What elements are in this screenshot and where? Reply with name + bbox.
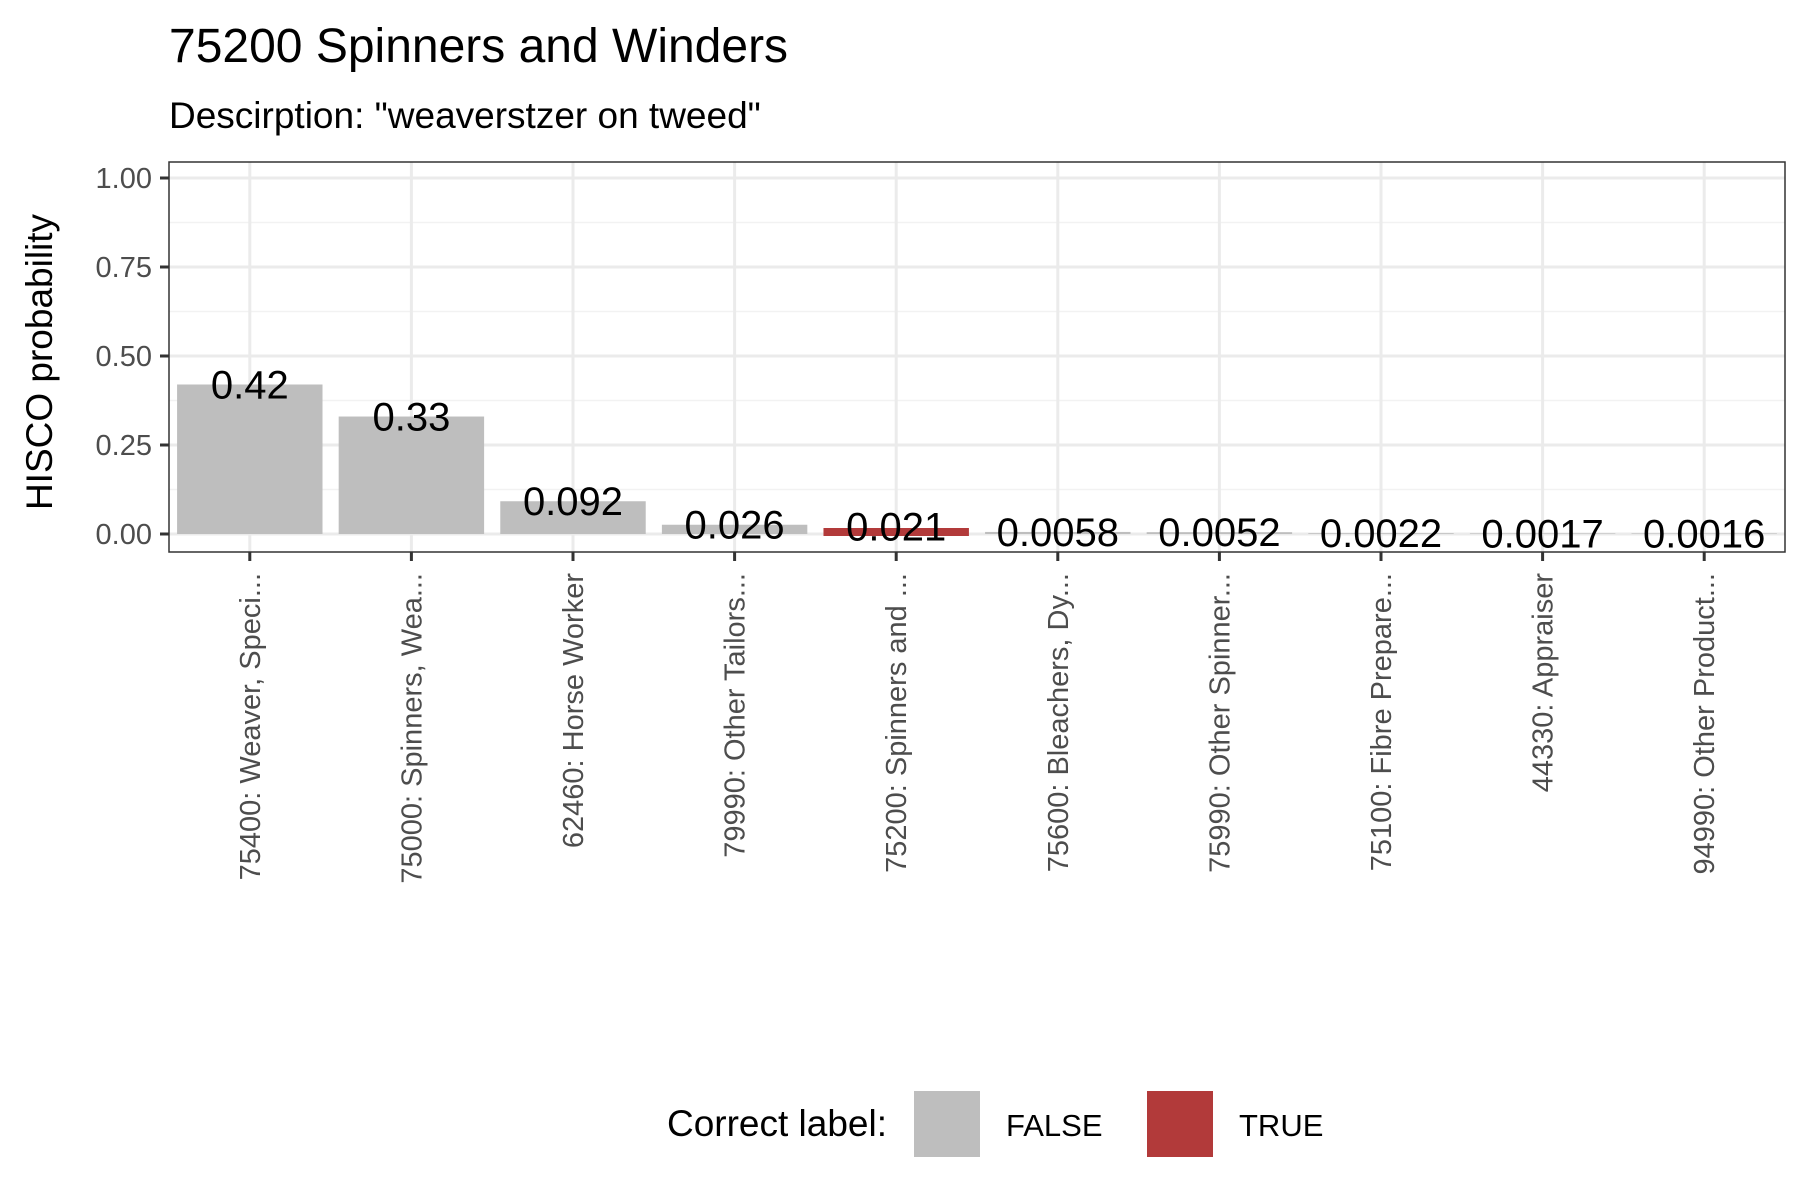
x-tick-label: 75000: Spinners, Wea... [396,573,428,884]
data-label: 0.33 [372,396,450,440]
legend-label-true: TRUE [1239,1108,1323,1143]
x-tick-label: 79990: Other Tailors... [720,573,752,858]
x-tick-label: 75600: Bleachers, Dy... [1043,573,1075,872]
data-label: 0.0058 [997,511,1119,555]
legend-label-false: FALSE [1006,1108,1103,1143]
data-label: 0.092 [523,480,623,524]
y-tick-label: 1.00 [96,163,152,195]
legend-swatch-false [914,1091,980,1157]
y-tick-label: 0.25 [96,430,152,462]
bar [500,501,646,534]
bar [985,531,1131,534]
bar [338,416,485,534]
data-label: 0.0016 [1643,512,1765,556]
data-label: 0.021 [846,506,946,550]
data-label: 0.0052 [1158,511,1280,555]
x-tick-label: 75100: Fibre Prepare... [1366,573,1398,871]
x-tick-label: 75400: Weaver, Speci... [235,573,267,880]
y-tick-label: 0.75 [96,252,152,284]
bar [177,384,323,534]
x-tick-label: 75990: Other Spinner... [1204,573,1236,873]
legend-title: Correct label: [667,1103,887,1144]
chart-subtitle: Descirption: "weaverstzer on tweed" [169,95,761,136]
y-tick-label: 0.50 [96,341,152,373]
bar [1308,533,1454,534]
bar [1631,533,1777,534]
x-tick-label: 62460: Horse Worker [558,573,590,848]
chart-title: 75200 Spinners and Winders [169,20,788,73]
x-tick-label: 94990: Other Product... [1689,573,1721,874]
data-label: 0.026 [685,504,785,548]
bar [1469,533,1616,534]
data-label: 0.42 [211,363,289,407]
bar [823,528,969,536]
y-axis-label: HISCO probability [19,213,60,510]
bar [661,524,808,534]
plot-area: 0.42 0.33 0.092 0.026 0.021 0.0058 0.0052 0.002… [96,161,1786,884]
bar [1146,532,1293,534]
data-label: 0.0022 [1320,512,1442,556]
x-tick-label: 44330: Appraiser [1528,573,1560,793]
legend: Correct label: FALSE TRUE [667,1091,1323,1157]
data-label: 0.0017 [1481,512,1603,556]
legend-swatch-true [1147,1091,1213,1157]
y-tick-label: 0.00 [96,519,152,551]
x-tick-label: 75200: Spinners and ... [881,573,913,873]
